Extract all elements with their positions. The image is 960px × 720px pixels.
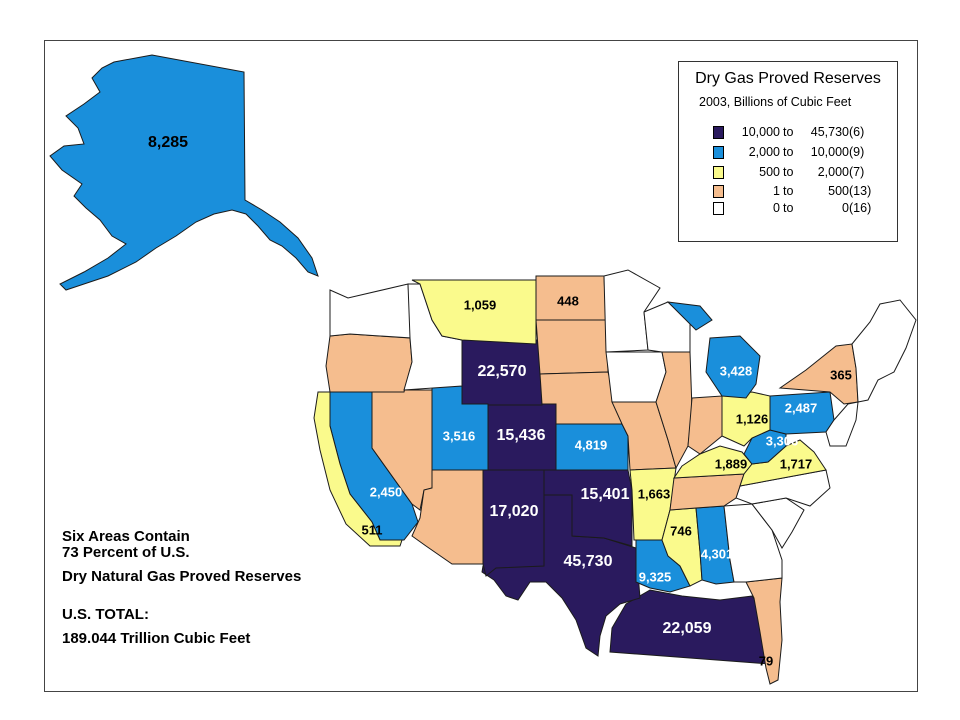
legend-swatch — [713, 202, 724, 215]
note-line-3: Dry Natural Gas Proved Reserves — [62, 568, 302, 585]
region-new-england — [851, 299, 917, 403]
legend-high: 2,000 — [817, 165, 849, 179]
legend-to: to — [783, 201, 794, 215]
state-washington — [329, 283, 413, 339]
label-ohio: 1,126 — [736, 411, 769, 426]
map-legend: Dry Gas Proved Reserves 2003, Billions o… — [678, 61, 898, 242]
label-north-dakota: 448 — [557, 293, 579, 308]
label-oklahoma: 15,401 — [581, 486, 630, 503]
legend-low: 1 — [773, 184, 780, 198]
label-pennsylvania: 2,487 — [785, 400, 818, 415]
label-new-mexico: 17,020 — [490, 503, 539, 520]
map-notes: Six Areas Contain 73 Percent of U.S. Dry… — [62, 527, 301, 649]
legend-high: 10,000 — [810, 145, 849, 159]
label-arkansas: 1,663 — [638, 486, 671, 501]
label-west-virginia: 3,306 — [766, 433, 799, 448]
state-north-carolina — [735, 469, 831, 507]
label-texas: 45,730 — [564, 553, 613, 570]
legend-to: to — [783, 125, 794, 139]
legend-high: 45,730 — [810, 125, 849, 139]
legend-to: to — [783, 165, 794, 179]
label-colorado: 15,436 — [497, 427, 546, 444]
state-oregon — [325, 333, 413, 393]
note-line-1: Six Areas Contain — [62, 528, 190, 545]
region-california-offshore — [313, 391, 403, 547]
legend-swatch — [713, 126, 724, 139]
label-california: 2,450 — [370, 484, 403, 499]
legend-to: to — [783, 145, 794, 159]
label-florida: 79 — [759, 653, 773, 668]
legend-high: 500 — [828, 184, 849, 198]
legend-count: (6) — [849, 125, 865, 139]
label-wyoming: 22,570 — [478, 363, 527, 380]
label-michigan: 3,428 — [720, 363, 753, 378]
note-line-4: U.S. TOTAL: — [62, 606, 149, 623]
label-alabama: 4,301 — [701, 546, 734, 561]
label-gulf-of-mexico: 22,059 — [663, 620, 712, 637]
label-virginia: 1,717 — [780, 456, 813, 471]
label-louisiana: 9,325 — [639, 569, 672, 584]
label-alaska: 8,285 — [148, 134, 188, 151]
label-montana: 1,059 — [464, 297, 497, 312]
state-arizona — [411, 469, 484, 565]
state-nevada — [371, 389, 433, 511]
legend-swatch — [713, 166, 724, 179]
label-mississippi: 746 — [670, 523, 692, 538]
state-ohio — [721, 391, 771, 447]
legend-count: (16) — [849, 201, 872, 215]
state-florida — [745, 577, 783, 685]
state-alaska — [49, 54, 319, 291]
label-kentucky: 1,889 — [715, 456, 748, 471]
label-california-offshore: 511 — [362, 522, 383, 537]
state-iowa — [605, 351, 667, 403]
label-kansas: 4,819 — [575, 437, 608, 452]
legend-count: (7) — [849, 165, 865, 179]
legend-low: 500 — [759, 165, 780, 179]
note-line-2: 73 Percent of U.S. — [62, 544, 190, 561]
legend-low: 2,000 — [748, 145, 780, 159]
state-indiana — [687, 395, 723, 455]
legend-low: 0 — [773, 201, 780, 215]
label-new-york: 365 — [830, 367, 852, 382]
legend-count: (13) — [849, 184, 872, 198]
state-tennessee — [669, 473, 745, 511]
state-michigan — [666, 301, 761, 399]
legend-count: (9) — [849, 145, 865, 159]
legend-swatch — [713, 146, 724, 159]
legend-swatch — [713, 185, 724, 198]
state-illinois — [655, 351, 693, 470]
legend-low: 10,000 — [741, 125, 780, 139]
legend-high: 0 — [842, 201, 849, 215]
note-line-5: 189.044 Trillion Cubic Feet — [62, 630, 251, 647]
state-south-dakota — [535, 319, 609, 375]
region-mid-atlantic — [825, 401, 859, 447]
legend-subtitle: 2003, Billions of Cubic Feet — [699, 95, 852, 109]
legend-to: to — [783, 184, 794, 198]
state-new-mexico — [482, 469, 545, 577]
legend-title: Dry Gas Proved Reserves — [695, 70, 881, 87]
label-utah: 3,516 — [443, 428, 476, 443]
